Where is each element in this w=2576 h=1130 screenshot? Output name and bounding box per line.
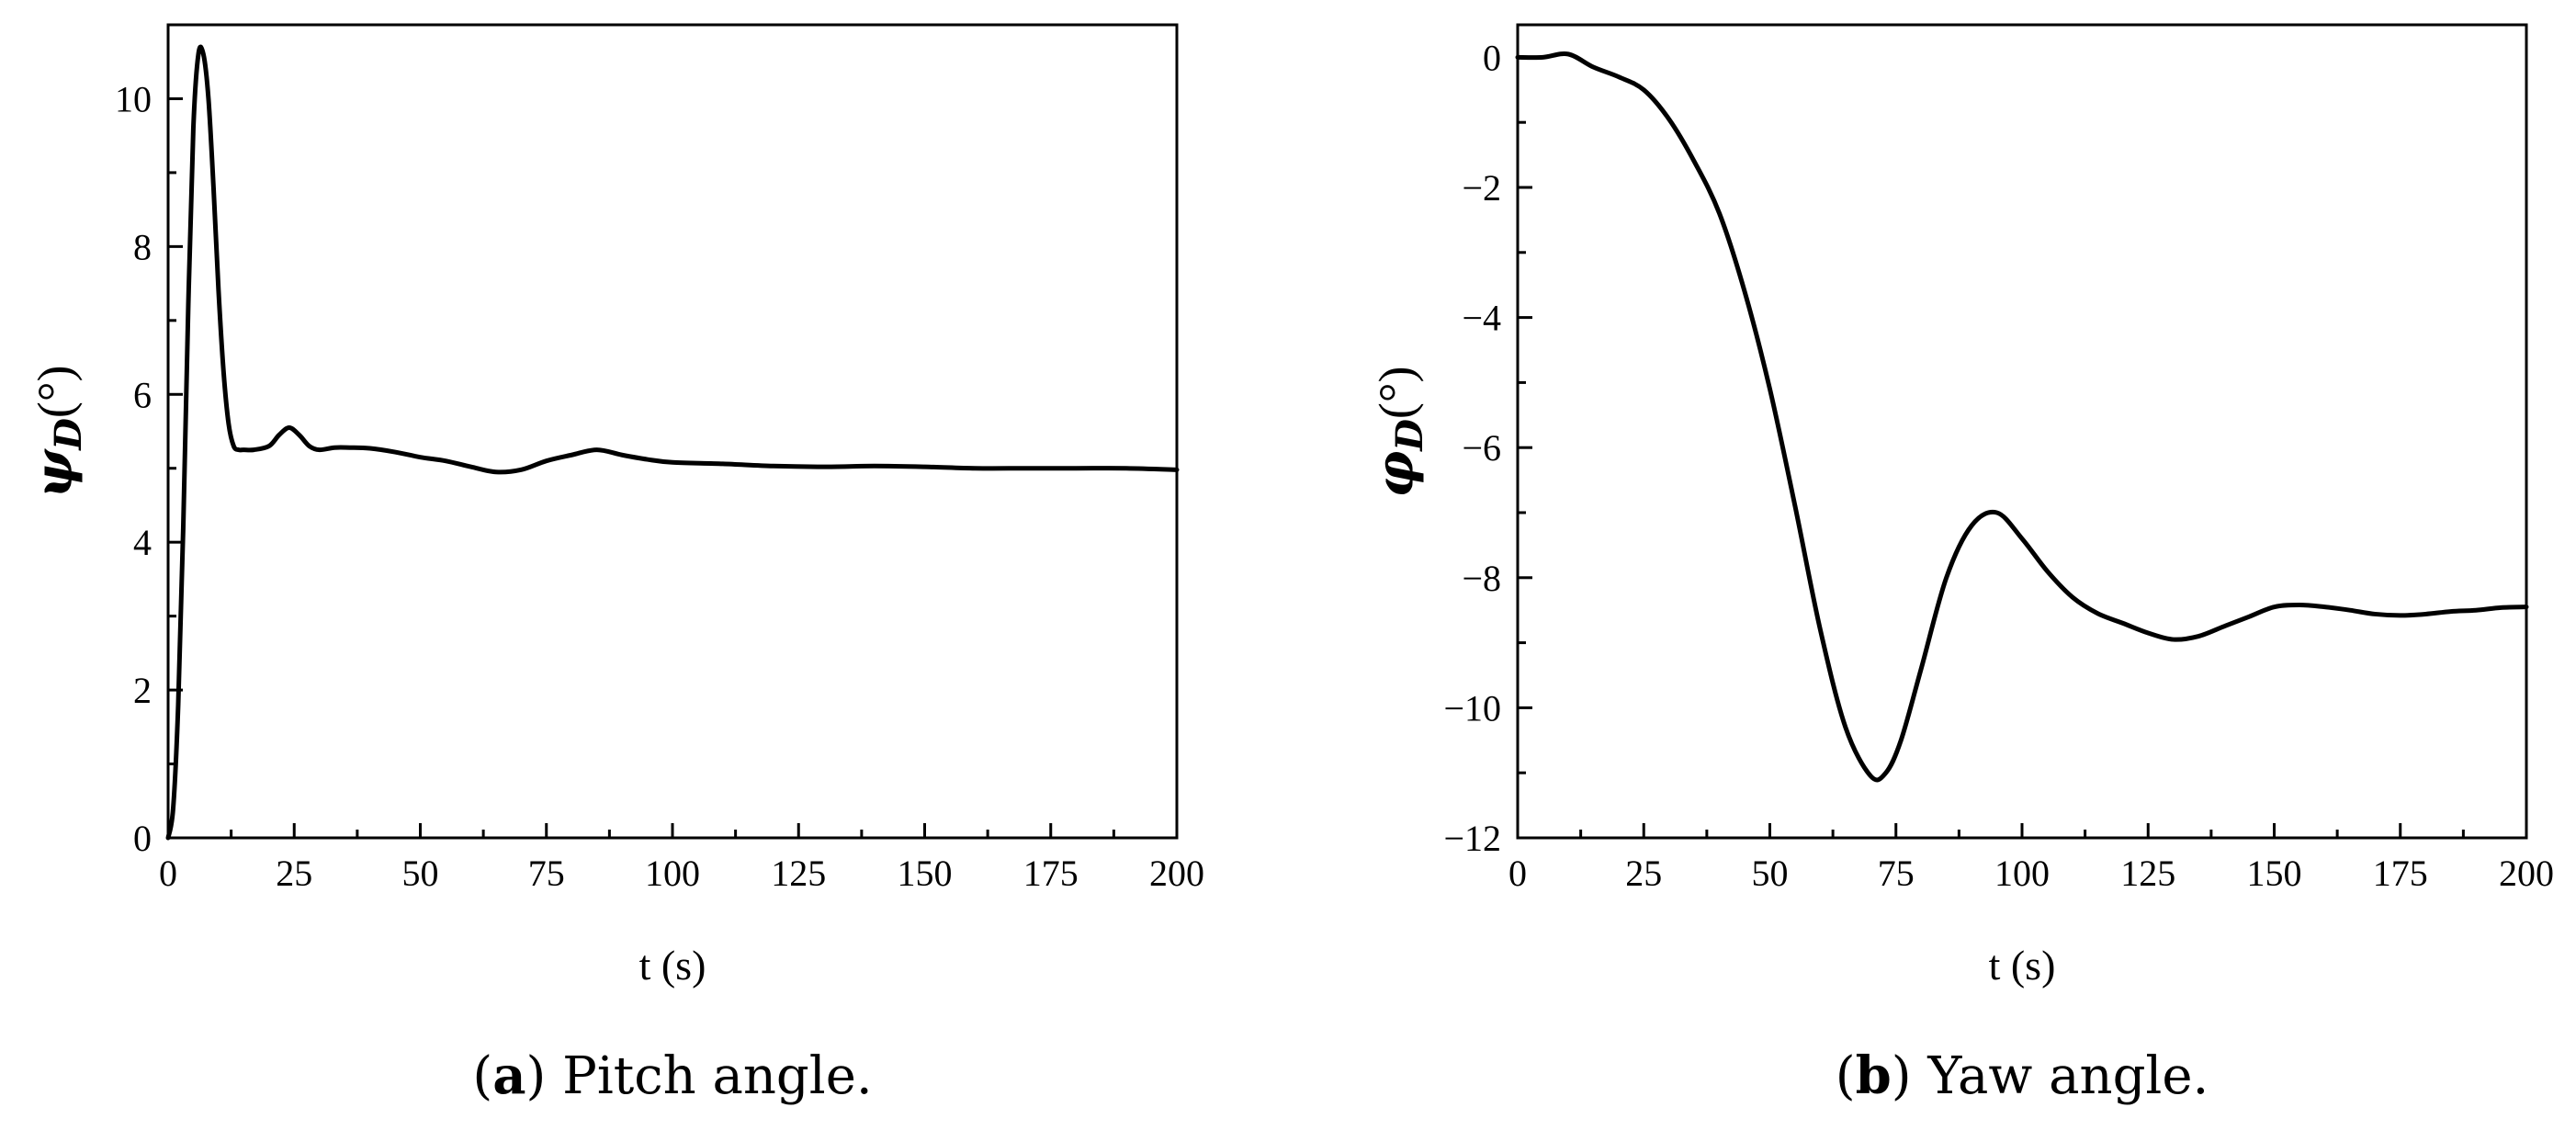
panel-a-y-tick-label: 6 [133,374,152,415]
panel-a-x-tick-label: 200 [1149,853,1204,894]
panel-b-x-tick-label: 175 [2373,853,2428,894]
panel-a-y-tick-label: 10 [115,78,152,119]
panel-b-x-tick-label: 125 [2120,853,2175,894]
panel-a-y-tick-label: 0 [133,818,152,859]
panel-b-ticks: 0 25 50 75 100 125 150 175 200 −12 −10 −8 −6 −4 −2 0 [1443,37,2554,894]
panel-a-plot-frame [166,23,1179,840]
panel-a-x-tick-label: 175 [1023,853,1079,894]
panel-b-x-axis-label: t (s) [1989,942,2056,989]
pitch-angle-line [165,44,1180,841]
panel-b-x-tick-label: 25 [1625,853,1662,894]
panel-a-y-axis-label: ψD(°) [24,366,90,499]
panel-b-y-tick-label: −2 [1462,167,1501,209]
panel-a: 0 25 50 75 100 125 150 175 200 0 2 4 6 8 10 t (s) ψD(°… [24,23,1204,1106]
panel-b-y-tick-label: 0 [1483,37,1501,78]
panel-b-x-tick-label: 100 [1994,853,2050,894]
panel-b-y-tick-label: −6 [1462,427,1501,469]
svg-text:φD(°): φD(°) [1365,367,1431,498]
panel-a-x-axis-label: t (s) [639,942,706,989]
panel-b-y-axis-label: φD(°) [1365,367,1431,498]
panel-b-caption: (b) Yaw angle. [1836,1045,2209,1106]
svg-text:ψD(°): ψD(°) [24,366,90,499]
panel-b-x-tick-label: 50 [1752,853,1789,894]
panel-b-y-tick-label: −10 [1443,687,1501,729]
panel-b-plot-frame [1516,23,2528,840]
panel-b-x-tick-label: 150 [2247,853,2302,894]
panel-b-y-tick-label: −12 [1443,818,1501,859]
panel-a-caption: (a) Pitch angle. [472,1045,872,1106]
panel-b-x-tick-label: 0 [1508,853,1527,894]
panel-a-x-tick-label: 0 [159,853,177,894]
panel-b-x-tick-label: 75 [1878,853,1915,894]
panel-a-y-tick-label: 2 [133,670,152,711]
panel-a-x-tick-label: 25 [276,853,312,894]
panel-b: 0 25 50 75 100 125 150 175 200 −12 −10 −8 −6 −4 −2 0 t … [1365,23,2554,1106]
panel-a-y-tick-label: 4 [133,522,152,563]
yaw-angle-line [1515,51,2529,783]
panel-b-y-tick-label: −4 [1462,298,1501,339]
panel-a-x-tick-label: 150 [898,853,953,894]
panel-b-y-tick-label: −8 [1462,558,1501,599]
panel-a-y-tick-label: 8 [133,226,152,267]
panel-a-x-tick-label: 100 [645,853,700,894]
panel-a-x-tick-label: 50 [402,853,439,894]
panel-a-x-tick-label: 75 [528,853,565,894]
panel-a-x-tick-label: 125 [771,853,826,894]
panel-b-x-tick-label: 200 [2499,853,2554,894]
